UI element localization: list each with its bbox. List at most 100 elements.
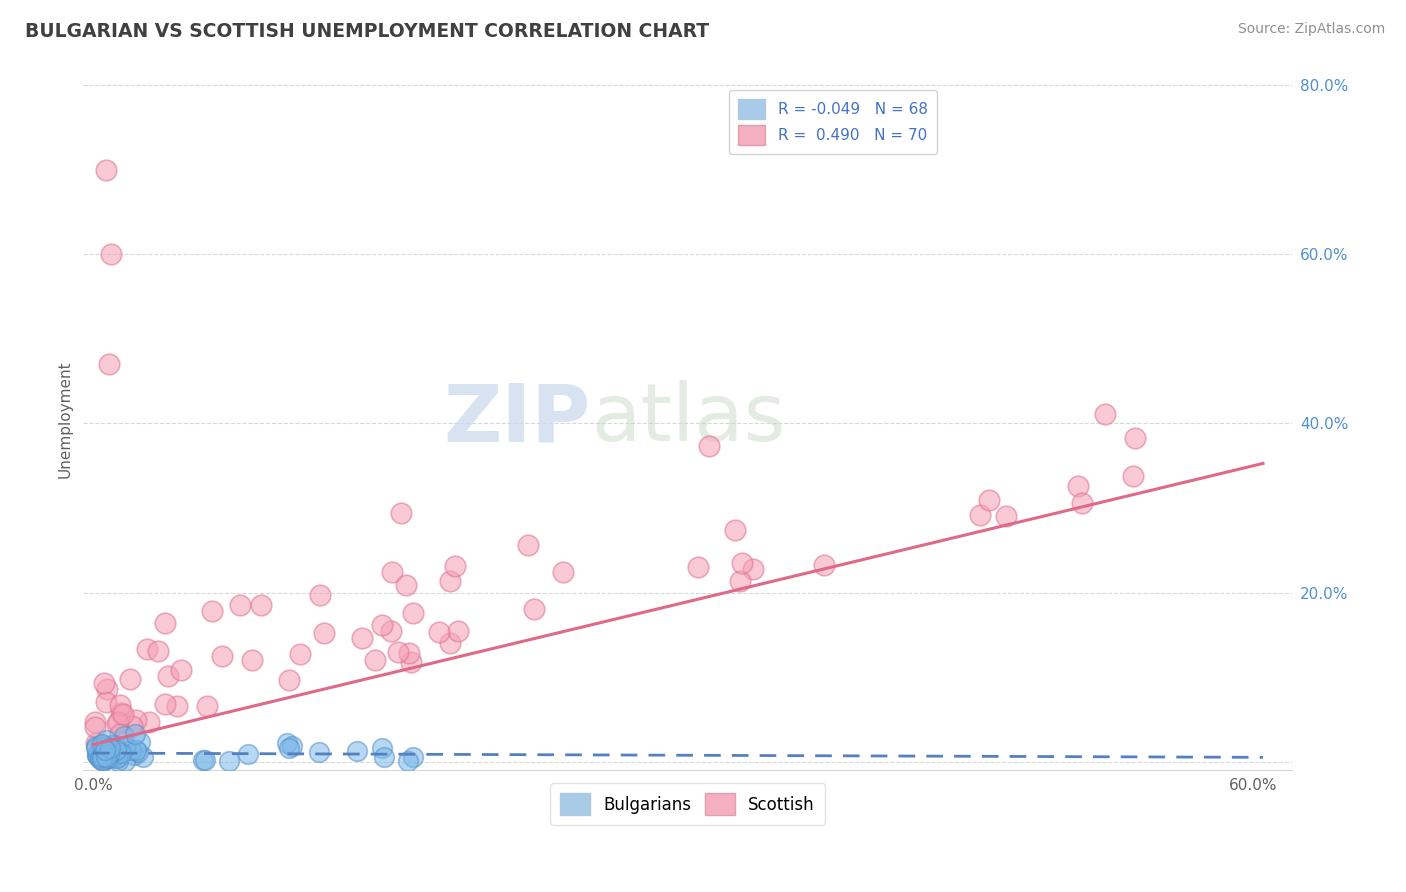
Point (96, 733, 118, 747)
Point (686, 560, 709, 574)
Point (97, 357, 120, 371)
Point (83, 719, 105, 733)
Point (352, 632, 374, 646)
Point (969, 508, 991, 522)
Point (373, 750, 395, 764)
Point (389, 506, 412, 520)
Point (399, 655, 422, 669)
Y-axis label: Unemployment: Unemployment (58, 360, 72, 478)
Point (83, 715, 105, 730)
Point (281, 739, 304, 753)
Point (101, 749, 124, 764)
Point (98, 741, 121, 756)
Point (516, 538, 538, 552)
Point (1122, 469, 1144, 483)
Point (121, 719, 143, 733)
Point (86, 748, 108, 763)
Point (120, 743, 142, 757)
Point (395, 578, 418, 592)
Point (138, 715, 160, 730)
Point (101, 747, 124, 761)
Point (731, 557, 754, 571)
Point (84, 740, 107, 755)
Point (724, 523, 747, 537)
Point (381, 566, 404, 580)
Point (104, 738, 127, 752)
Point (443, 559, 465, 574)
Point (380, 624, 402, 639)
Point (93, 747, 115, 761)
Point (201, 603, 224, 617)
Point (89, 739, 111, 754)
Point (728, 574, 751, 588)
Point (91, 754, 114, 768)
Point (91, 750, 114, 764)
Point (112, 707, 135, 722)
Point (101, 749, 124, 764)
Point (93, 744, 115, 758)
Point (308, 588, 330, 602)
Point (124, 727, 146, 741)
Point (94, 739, 117, 753)
Point (105, 751, 128, 765)
Point (278, 673, 301, 687)
Point (91, 752, 114, 766)
Point (84, 739, 107, 753)
Point (118, 672, 141, 686)
Point (276, 736, 298, 750)
Point (439, 574, 461, 588)
Point (813, 558, 835, 572)
Point (97, 750, 120, 764)
Point (110, 726, 132, 740)
Point (112, 730, 135, 744)
Point (98, 747, 121, 761)
Point (194, 753, 217, 767)
Point (157, 668, 180, 682)
Point (146, 644, 169, 658)
Point (193, 753, 215, 767)
Point (94, 749, 117, 764)
Point (170, 663, 193, 677)
Point (108, 698, 131, 712)
Point (288, 647, 311, 661)
Point (523, 601, 546, 615)
Point (211, 648, 233, 663)
Point (447, 624, 470, 639)
Point (105, 751, 128, 765)
Point (427, 624, 450, 639)
Point (553, 565, 575, 579)
Point (402, 749, 425, 764)
Point (96, 163, 118, 178)
Point (107, 714, 129, 729)
Point (1067, 479, 1090, 493)
Point (125, 713, 148, 727)
Point (90, 747, 112, 761)
Point (402, 606, 425, 620)
Point (101, 749, 124, 764)
Point (240, 653, 263, 667)
Point (364, 653, 387, 667)
Point (312, 626, 335, 640)
Point (153, 615, 176, 630)
Point (396, 754, 419, 768)
Point (84, 736, 107, 750)
Point (100, 747, 122, 762)
Point (93, 675, 115, 690)
Point (1070, 495, 1092, 509)
Point (90, 751, 112, 765)
Point (371, 618, 394, 632)
Point (89, 751, 111, 765)
Point (87, 746, 110, 760)
Point (371, 741, 394, 756)
Point (979, 492, 1001, 507)
Point (105, 743, 128, 757)
Point (742, 561, 765, 575)
Point (1123, 432, 1146, 446)
Point (229, 599, 252, 613)
Point (153, 697, 176, 711)
Text: BULGARIAN VS SCOTTISH UNEMPLOYMENT CORRELATION CHART: BULGARIAN VS SCOTTISH UNEMPLOYMENT CORRE… (25, 22, 710, 41)
Point (91, 737, 114, 751)
Point (105, 717, 128, 731)
Point (86, 748, 108, 763)
Point (114, 739, 136, 754)
